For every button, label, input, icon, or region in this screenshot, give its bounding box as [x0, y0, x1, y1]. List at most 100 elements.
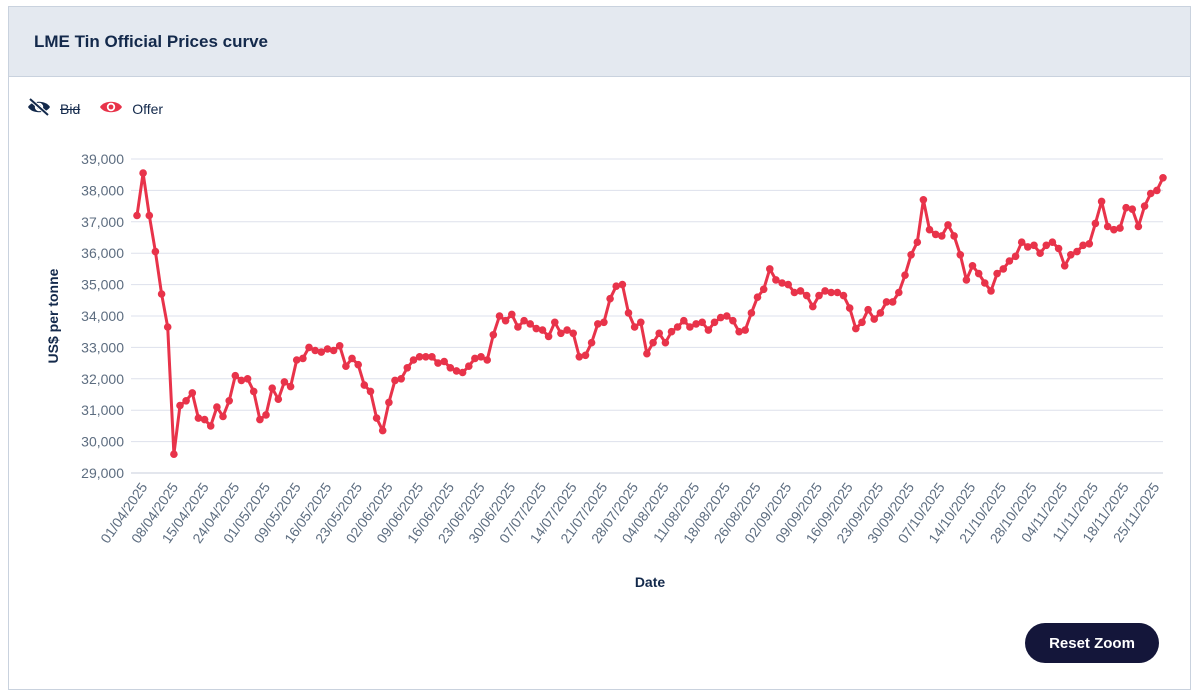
data-point[interactable]: [170, 450, 178, 459]
data-point[interactable]: [821, 287, 829, 295]
data-point[interactable]: [280, 378, 289, 386]
data-point[interactable]: [594, 320, 602, 328]
data-point[interactable]: [741, 326, 749, 334]
data-point[interactable]: [901, 271, 909, 280]
data-point[interactable]: [704, 326, 713, 334]
data-point[interactable]: [477, 353, 485, 361]
data-point[interactable]: [219, 412, 227, 421]
data-point[interactable]: [1110, 225, 1118, 234]
data-point[interactable]: [956, 251, 965, 259]
data-point[interactable]: [243, 375, 252, 383]
data-point[interactable]: [360, 381, 369, 389]
data-point[interactable]: [151, 247, 160, 256]
data-point[interactable]: [950, 232, 958, 240]
data-point[interactable]: [520, 316, 528, 325]
data-point[interactable]: [1097, 197, 1106, 206]
data-point[interactable]: [569, 329, 577, 338]
data-point[interactable]: [790, 288, 799, 297]
data-point[interactable]: [753, 293, 762, 302]
data-point[interactable]: [403, 364, 412, 372]
data-point[interactable]: [661, 338, 670, 347]
data-point[interactable]: [686, 323, 694, 331]
data-point[interactable]: [612, 282, 620, 291]
data-point[interactable]: [268, 384, 277, 393]
data-point[interactable]: [575, 353, 584, 361]
data-point[interactable]: [409, 356, 418, 364]
data-point[interactable]: [833, 288, 842, 297]
legend-item-bid[interactable]: Bid: [26, 97, 80, 120]
data-point[interactable]: [563, 326, 571, 334]
data-point[interactable]: [655, 329, 663, 338]
data-point[interactable]: [182, 397, 190, 405]
data-point[interactable]: [815, 291, 823, 300]
data-point[interactable]: [292, 356, 301, 364]
data-point[interactable]: [710, 318, 719, 327]
data-point[interactable]: [378, 426, 387, 435]
data-point[interactable]: [446, 364, 455, 372]
data-point[interactable]: [157, 290, 166, 298]
data-point[interactable]: [962, 276, 971, 284]
data-point[interactable]: [624, 309, 633, 317]
data-point[interactable]: [458, 368, 467, 377]
data-point[interactable]: [311, 346, 320, 355]
data-point[interactable]: [907, 251, 915, 259]
data-point[interactable]: [1030, 241, 1038, 250]
data-point[interactable]: [864, 305, 872, 314]
data-point[interactable]: [999, 265, 1008, 273]
data-point[interactable]: [673, 323, 682, 331]
data-point[interactable]: [796, 287, 805, 295]
data-point[interactable]: [329, 346, 338, 355]
data-point[interactable]: [1085, 240, 1094, 248]
data-point[interactable]: [391, 376, 399, 385]
data-point[interactable]: [1116, 224, 1124, 232]
data-point[interactable]: [643, 349, 651, 358]
data-point[interactable]: [630, 323, 639, 331]
data-point[interactable]: [299, 354, 307, 363]
data-point[interactable]: [1103, 222, 1112, 231]
data-point[interactable]: [839, 291, 848, 300]
data-point[interactable]: [452, 367, 461, 375]
data-point[interactable]: [465, 362, 473, 371]
data-point[interactable]: [225, 397, 233, 405]
data-point[interactable]: [581, 351, 590, 360]
data-point[interactable]: [526, 320, 534, 328]
data-point[interactable]: [354, 360, 363, 369]
data-point[interactable]: [766, 265, 774, 273]
data-point[interactable]: [286, 382, 295, 391]
data-point[interactable]: [1067, 251, 1075, 259]
data-point[interactable]: [919, 196, 928, 204]
data-point[interactable]: [618, 280, 627, 289]
data-point[interactable]: [1128, 205, 1137, 213]
data-point[interactable]: [139, 169, 147, 177]
data-point[interactable]: [1060, 262, 1069, 270]
data-point[interactable]: [415, 353, 424, 361]
data-point[interactable]: [1017, 238, 1026, 246]
data-point[interactable]: [944, 221, 952, 229]
data-point[interactable]: [145, 211, 154, 220]
data-point[interactable]: [237, 376, 246, 385]
data-point[interactable]: [778, 279, 786, 287]
data-point[interactable]: [372, 414, 381, 422]
data-point[interactable]: [1073, 247, 1081, 256]
data-point[interactable]: [723, 312, 731, 320]
data-point[interactable]: [876, 309, 885, 317]
data-point[interactable]: [385, 398, 393, 407]
data-point[interactable]: [1005, 257, 1014, 265]
data-point[interactable]: [342, 362, 350, 371]
data-point[interactable]: [213, 403, 221, 411]
data-point[interactable]: [440, 357, 449, 366]
data-point[interactable]: [974, 269, 983, 278]
data-point[interactable]: [262, 411, 270, 419]
data-point[interactable]: [538, 326, 547, 334]
data-point[interactable]: [335, 342, 344, 350]
data-point[interactable]: [735, 327, 743, 336]
data-point[interactable]: [544, 332, 553, 341]
data-point[interactable]: [809, 302, 817, 311]
data-point[interactable]: [434, 359, 442, 367]
data-point[interactable]: [501, 316, 510, 325]
data-point[interactable]: [495, 312, 504, 320]
data-point[interactable]: [747, 309, 756, 317]
data-point[interactable]: [692, 320, 700, 328]
data-point[interactable]: [348, 354, 356, 363]
data-point[interactable]: [323, 345, 332, 353]
